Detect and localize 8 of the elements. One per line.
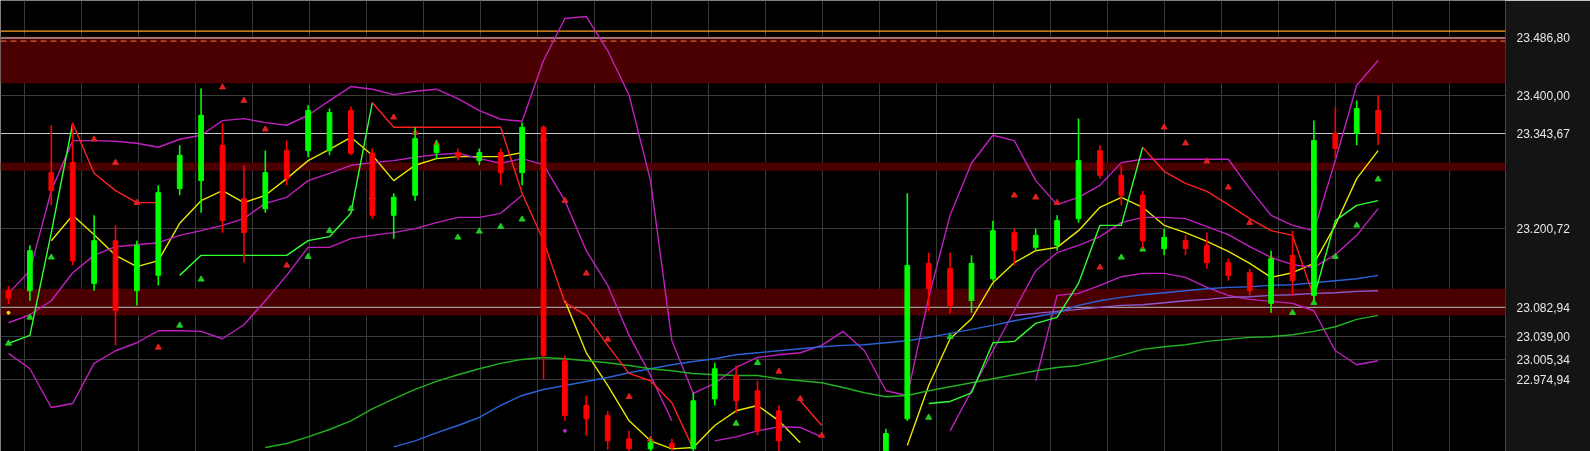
y-tick-label: 23.039,00 (1516, 330, 1571, 345)
y-tick-label: 23.005,34 (1516, 352, 1571, 367)
y-tick-label: 22.974,94 (1516, 372, 1571, 387)
y-tick-label: 23.486,80 (1516, 31, 1571, 46)
y-tick-label: 23.200,72 (1516, 222, 1571, 237)
y-tick-label: 23.082,94 (1516, 300, 1571, 315)
y-tick-label: 23.343,67 (1516, 126, 1571, 141)
y-tick-label: 23.400,00 (1516, 89, 1571, 104)
